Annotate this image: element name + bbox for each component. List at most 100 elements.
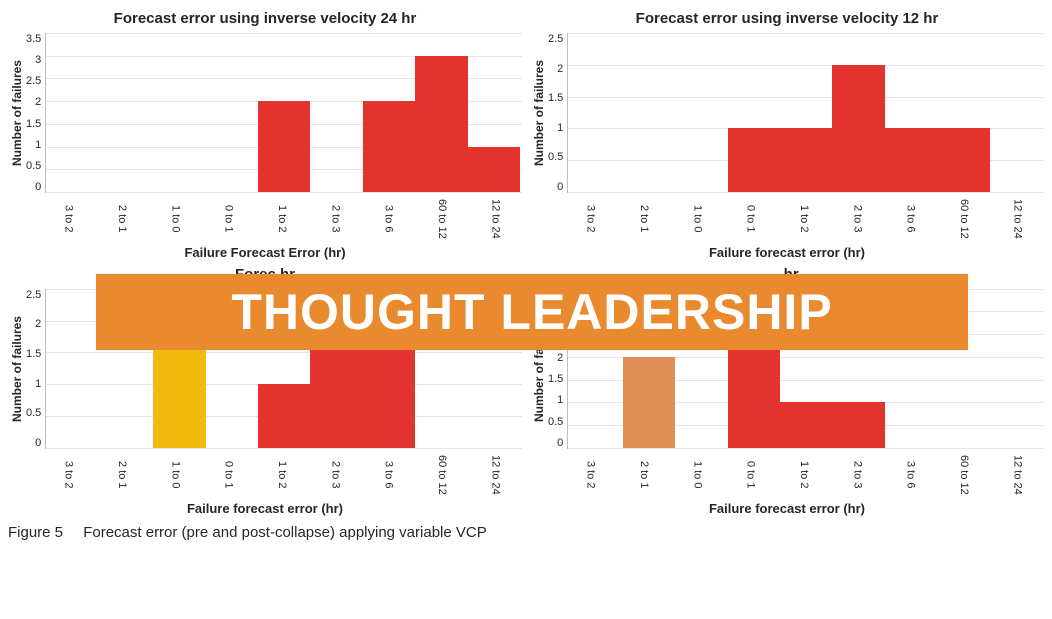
x-tick: 3 to 6 <box>905 197 917 239</box>
y-tick: 0 <box>557 181 563 193</box>
bar-slot <box>101 33 153 192</box>
y-tick: 2 <box>557 352 563 364</box>
bar-slot <box>48 289 100 448</box>
y-tick: 2 <box>557 63 563 75</box>
x-axis-label: Failure forecast error (hr) <box>8 501 522 516</box>
x-axis-ticks: 3 to 22 to 11 to 00 to 11 to 22 to 33 to… <box>564 197 1044 239</box>
x-axis-label: Failure Forecast Error (hr) <box>8 245 522 260</box>
bar <box>363 101 415 192</box>
x-tick: 2 to 3 <box>851 197 863 239</box>
y-tick: 1.5 <box>26 118 41 130</box>
bar-slot <box>415 33 467 192</box>
plot-area <box>567 33 1044 193</box>
bar-slot <box>780 33 832 192</box>
x-tick: 0 to 1 <box>223 197 235 239</box>
y-tick: 1.5 <box>548 92 563 104</box>
x-tick: 2 to 1 <box>638 453 650 495</box>
y-axis-label: Number of failures <box>530 33 548 193</box>
bar-slot <box>258 33 310 192</box>
x-tick: 1 to 0 <box>169 453 181 495</box>
overlay-banner: THOUGHT LEADERSHIP <box>96 274 968 350</box>
y-tick: 0 <box>557 437 563 449</box>
x-axis-ticks: 3 to 22 to 11 to 00 to 11 to 22 to 33 to… <box>564 453 1044 495</box>
x-tick: 3 to 2 <box>585 453 597 495</box>
x-tick: 12 to 24 <box>1011 197 1023 239</box>
y-axis-ticks: 2.521.510.50 <box>548 33 567 193</box>
x-tick: 60 to 12 <box>958 197 970 239</box>
x-tick: 3 to 2 <box>63 197 75 239</box>
x-tick: 60 to 12 <box>436 197 448 239</box>
x-tick: 1 to 2 <box>276 197 288 239</box>
y-tick: 0.5 <box>548 151 563 163</box>
figure-caption-text: Forecast error (pre and post-collapse) a… <box>83 524 487 541</box>
bar <box>415 56 467 192</box>
bar-slot <box>48 33 100 192</box>
x-tick: 3 to 2 <box>585 197 597 239</box>
bar-slot <box>990 33 1042 192</box>
bar <box>258 101 310 192</box>
x-axis-ticks: 3 to 22 to 11 to 00 to 11 to 22 to 33 to… <box>42 197 522 239</box>
y-tick: 1 <box>557 122 563 134</box>
bar <box>728 128 780 192</box>
bar-slot <box>570 33 622 192</box>
banner-text: THOUGHT LEADERSHIP <box>231 283 832 341</box>
x-tick: 0 to 1 <box>223 453 235 495</box>
chart-panel-tl: Forecast error using inverse velocity 24… <box>8 8 522 260</box>
x-tick: 60 to 12 <box>958 453 970 495</box>
y-tick: 0.5 <box>548 416 563 428</box>
y-tick: 1 <box>557 394 563 406</box>
bar <box>832 402 884 447</box>
y-tick: 2 <box>35 96 41 108</box>
bar <box>780 402 832 447</box>
x-tick: 1 to 0 <box>169 197 181 239</box>
bar-slot <box>153 33 205 192</box>
y-tick: 3 <box>35 54 41 66</box>
x-tick: 0 to 1 <box>745 453 757 495</box>
y-tick: 3.5 <box>26 33 41 45</box>
y-tick: 2 <box>35 318 41 330</box>
bar <box>468 147 520 192</box>
y-axis-ticks: 3.532.521.510.50 <box>26 33 45 193</box>
y-tick: 1.5 <box>26 348 41 360</box>
bar-slot <box>623 33 675 192</box>
y-tick: 2.5 <box>26 75 41 87</box>
bar-slot <box>675 33 727 192</box>
figure-number: Figure 5 <box>8 524 63 541</box>
x-tick: 60 to 12 <box>436 453 448 495</box>
bar-slot <box>363 33 415 192</box>
x-tick: 1 to 2 <box>276 453 288 495</box>
x-tick: 12 to 24 <box>1011 453 1023 495</box>
x-tick: 1 to 0 <box>691 453 703 495</box>
y-tick: 0.5 <box>26 407 41 419</box>
x-tick: 2 to 1 <box>116 453 128 495</box>
x-axis-ticks: 3 to 22 to 11 to 00 to 11 to 22 to 33 to… <box>42 453 522 495</box>
bar-slot <box>832 33 884 192</box>
bar-slot <box>206 33 258 192</box>
x-tick: 0 to 1 <box>745 197 757 239</box>
x-tick: 1 to 2 <box>798 197 810 239</box>
x-tick: 1 to 0 <box>691 197 703 239</box>
bar <box>937 128 989 192</box>
bar-slot <box>468 33 520 192</box>
x-tick: 3 to 6 <box>383 197 395 239</box>
x-tick: 2 to 3 <box>851 453 863 495</box>
figure-caption: Figure 5 Forecast error (pre and post-co… <box>8 524 1044 541</box>
bar <box>780 128 832 192</box>
x-axis-label: Failure forecast error (hr) <box>530 245 1044 260</box>
y-tick: 0.5 <box>26 160 41 172</box>
y-axis-label: Number of failures <box>8 289 26 449</box>
bar <box>832 65 884 192</box>
bar-slot <box>310 33 362 192</box>
y-tick: 1.5 <box>548 373 563 385</box>
plot-area <box>45 33 522 193</box>
y-axis-label: Number of failures <box>8 33 26 193</box>
x-tick: 3 to 2 <box>63 453 75 495</box>
y-tick: 0 <box>35 437 41 449</box>
x-tick: 1 to 2 <box>798 453 810 495</box>
bar-slot <box>937 33 989 192</box>
bar <box>885 128 937 192</box>
chart-panel-tr: Forecast error using inverse velocity 12… <box>530 8 1044 260</box>
x-tick: 12 to 24 <box>489 197 501 239</box>
x-tick: 12 to 24 <box>489 453 501 495</box>
bar-slot <box>885 33 937 192</box>
